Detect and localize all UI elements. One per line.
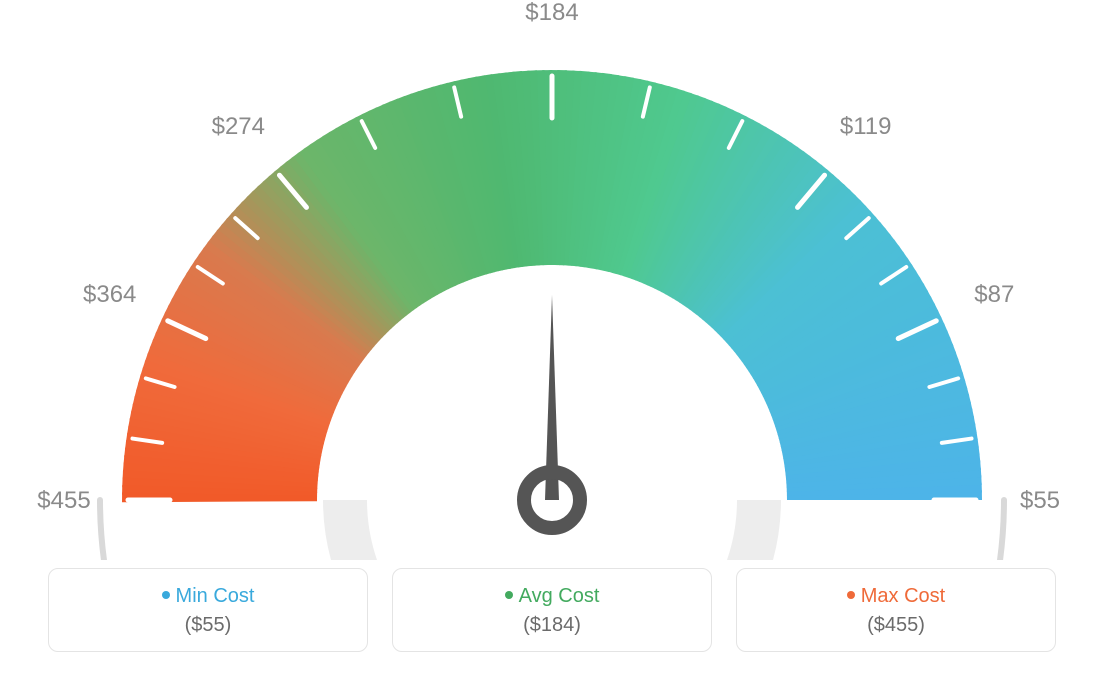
dot-icon xyxy=(847,591,855,599)
legend-label-avg-text: Avg Cost xyxy=(519,585,600,607)
legend-label-min: Min Cost xyxy=(59,585,357,608)
legend-value-max: ($455) xyxy=(747,614,1045,637)
svg-text:$455: $455 xyxy=(37,487,90,514)
dot-icon xyxy=(505,591,513,599)
legend-value-avg: ($184) xyxy=(403,614,701,637)
svg-text:$184: $184 xyxy=(525,0,578,26)
svg-text:$364: $364 xyxy=(83,281,136,308)
legend-value-min: ($55) xyxy=(59,614,357,637)
legend-row: Min Cost ($55) Avg Cost ($184) Max Cost … xyxy=(0,568,1104,652)
legend-card-avg: Avg Cost ($184) xyxy=(392,568,712,652)
legend-label-max-text: Max Cost xyxy=(861,585,945,607)
svg-text:$87: $87 xyxy=(974,281,1014,308)
gauge-svg: $55 $87 $119 $184 $274 $364 $455 xyxy=(0,0,1104,560)
legend-label-max: Max Cost xyxy=(747,585,1045,608)
legend-label-min-text: Min Cost xyxy=(176,585,255,607)
cost-gauge: $55 $87 $119 $184 $274 $364 $455 xyxy=(0,0,1104,560)
svg-text:$55: $55 xyxy=(1020,487,1060,514)
svg-text:$119: $119 xyxy=(840,113,892,140)
legend-card-max: Max Cost ($455) xyxy=(736,568,1056,652)
legend-card-min: Min Cost ($55) xyxy=(48,568,368,652)
legend-label-avg: Avg Cost xyxy=(403,585,701,608)
dot-icon xyxy=(162,591,170,599)
svg-text:$274: $274 xyxy=(212,113,265,140)
